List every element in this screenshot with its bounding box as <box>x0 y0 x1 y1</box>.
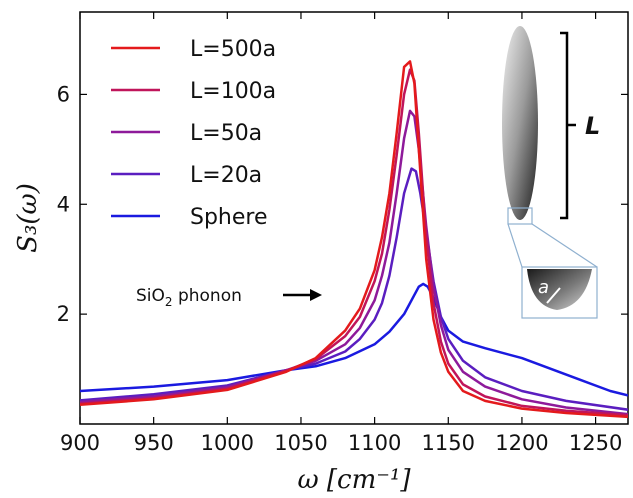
radius-line <box>546 287 561 304</box>
legend: L=500a L=100a L=50a L=20a Sphere <box>111 37 276 230</box>
series-layer <box>80 60 628 419</box>
annotation-arrow-head <box>310 289 322 301</box>
plot-frame <box>79 11 629 425</box>
zoom-source-box <box>507 207 533 225</box>
legend-label: L=50a <box>190 121 262 146</box>
legend-label: Sphere <box>190 205 268 230</box>
y-tick-label: 4 <box>57 192 70 216</box>
series-line-l-20a <box>80 167 628 411</box>
annotation-base: SiO <box>136 286 165 306</box>
x-tick-label: 950 <box>134 431 174 455</box>
radius-label: a <box>538 277 549 298</box>
legend-label: L=500a <box>190 37 276 62</box>
y-ticks: 2 4 6 <box>57 82 628 326</box>
x-axis-title: ω [cm⁻¹] <box>297 465 411 495</box>
svg-text:SiO2 phonon: SiO2 phonon <box>136 286 242 309</box>
x-tick-label: 1200 <box>495 431 548 455</box>
x-tick-label: 1250 <box>569 431 622 455</box>
x-tick-label: 1100 <box>348 431 401 455</box>
series-line-l-100a <box>80 68 628 417</box>
legend-label: L=20a <box>190 163 262 188</box>
series-line-l-50a <box>80 109 628 416</box>
length-label: L <box>585 112 600 140</box>
annotation-subscript: 2 <box>165 295 173 309</box>
y-axis-title: S₃(ω) <box>13 183 43 253</box>
x-tick-label: 900 <box>60 431 100 455</box>
series-line-l-500a <box>80 60 628 419</box>
sio2-phonon-annotation: SiO2 phonon <box>136 286 322 309</box>
x-tick-label: 1150 <box>422 431 475 455</box>
x-ticks: 900 950 1000 1050 1100 1150 1200 1250 <box>60 12 622 455</box>
legend-label: L=100a <box>190 79 276 104</box>
ellipsoid-inset: L a <box>502 26 600 319</box>
y-tick-label: 2 <box>57 302 70 326</box>
zoom-line-left <box>507 223 523 268</box>
zoom-line-right <box>531 223 598 268</box>
ellipsoid-shape <box>502 26 538 220</box>
x-tick-label: 1000 <box>201 431 254 455</box>
series-line-sphere <box>80 282 628 397</box>
y-tick-label: 6 <box>57 82 70 106</box>
length-bracket <box>560 31 569 220</box>
x-tick-label: 1050 <box>274 431 327 455</box>
annotation-rest: phonon <box>173 286 242 306</box>
